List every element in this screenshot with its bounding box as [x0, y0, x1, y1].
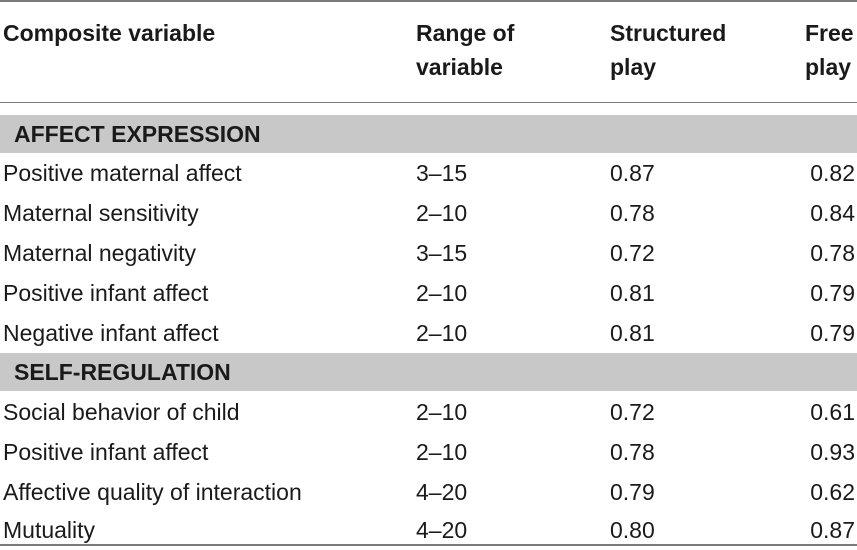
table-row: Social behavior of child 2–10 0.72 0.61 [0, 392, 857, 432]
header-free-line1: Free [805, 20, 854, 46]
header-structured-line2: play [610, 54, 657, 80]
cell-structured: 0.78 [610, 439, 655, 465]
header-composite-variable: Composite variable [3, 20, 216, 46]
table-row: Affective quality of interaction 4–20 0.… [0, 472, 857, 512]
cell-range: 3–15 [416, 240, 468, 266]
header-structured-line1: Structured [610, 20, 727, 46]
table-row: Negative infant affect 2–10 0.81 0.79 [0, 313, 857, 353]
cell-variable: Maternal negativity [3, 240, 197, 266]
table-row: Positive maternal affect 3–15 0.87 0.82 [0, 153, 857, 193]
cell-range: 2–10 [416, 280, 468, 306]
cell-free: 0.82 [810, 160, 855, 186]
cell-variable: Positive infant affect [3, 280, 209, 306]
cell-range: 4–20 [416, 517, 468, 543]
cell-structured: 0.78 [610, 200, 655, 226]
cell-structured: 0.87 [610, 160, 655, 186]
table-row: Maternal sensitivity 2–10 0.78 0.84 [0, 193, 857, 233]
section-title: AFFECT EXPRESSION [14, 121, 261, 147]
cell-structured: 0.79 [610, 479, 655, 505]
table-row: Positive infant affect 2–10 0.78 0.93 [0, 432, 857, 472]
cell-range: 2–10 [416, 320, 468, 346]
section-affect-expression: AFFECT EXPRESSION [0, 115, 857, 153]
cell-range: 3–15 [416, 160, 468, 186]
cell-free: 0.84 [810, 200, 855, 226]
header-rule [0, 102, 857, 103]
header-free-line2: play [805, 54, 852, 80]
cell-structured: 0.81 [610, 320, 655, 346]
header-range-of-variable: Range of variable [416, 16, 576, 84]
cell-variable: Negative infant affect [3, 320, 219, 346]
cell-structured: 0.72 [610, 240, 655, 266]
header-free-play: Free play [805, 16, 857, 84]
table-bottom-rule [0, 544, 857, 546]
table-row: Maternal negativity 3–15 0.72 0.78 [0, 233, 857, 273]
cell-variable: Mutuality [3, 517, 96, 543]
section-self-regulation: SELF-REGULATION [0, 353, 857, 391]
cell-free: 0.61 [810, 399, 855, 425]
table-top-rule [0, 0, 857, 2]
cell-free: 0.79 [810, 280, 855, 306]
cell-free: 0.87 [810, 517, 855, 543]
cell-free: 0.79 [810, 320, 855, 346]
table-header: Composite variable Range of variable Str… [0, 16, 857, 96]
cell-range: 2–10 [416, 399, 468, 425]
header-structured-play: Structured play [610, 16, 770, 84]
cell-structured: 0.80 [610, 517, 655, 543]
cell-structured: 0.72 [610, 399, 655, 425]
header-range-line1: Range of [416, 20, 515, 46]
table-row: Mutuality 4–20 0.80 0.87 [0, 510, 857, 550]
cell-free: 0.93 [810, 439, 855, 465]
cell-free: 0.78 [810, 240, 855, 266]
cell-variable: Positive infant affect [3, 439, 209, 465]
cell-variable: Social behavior of child [3, 399, 240, 425]
cell-variable: Maternal sensitivity [3, 200, 199, 226]
cell-range: 2–10 [416, 439, 468, 465]
header-range-line2: variable [416, 54, 503, 80]
table-row: Positive infant affect 2–10 0.81 0.79 [0, 273, 857, 313]
cell-range: 2–10 [416, 200, 468, 226]
cell-variable: Affective quality of interaction [3, 479, 302, 505]
section-title: SELF-REGULATION [14, 359, 231, 385]
cell-range: 4–20 [416, 479, 468, 505]
cell-structured: 0.81 [610, 280, 655, 306]
cell-free: 0.62 [810, 479, 855, 505]
cell-variable: Positive maternal affect [3, 160, 242, 186]
